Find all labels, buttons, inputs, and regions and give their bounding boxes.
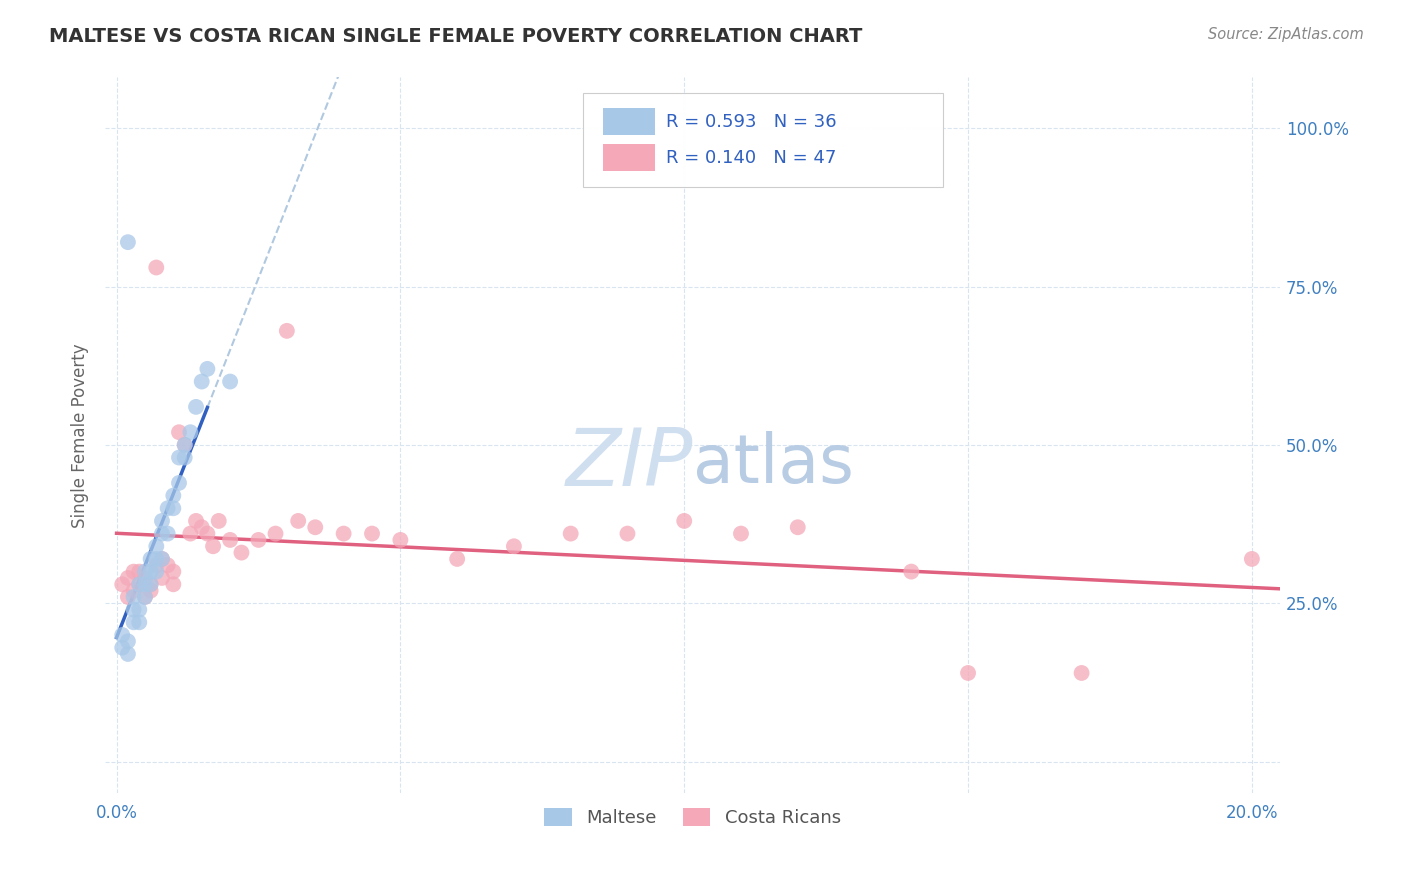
Text: atlas: atlas [693,431,853,497]
Point [139,577,162,591]
Point [117,235,139,249]
Point [111,640,134,655]
Text: MALTESE VS COSTA RICAN SINGLE FEMALE POVERTY CORRELATION CHART: MALTESE VS COSTA RICAN SINGLE FEMALE POV… [49,27,863,45]
Point [145,552,167,566]
Point [139,577,162,591]
Text: R = 0.140   N = 47: R = 0.140 N = 47 [665,149,837,167]
Text: ZIP: ZIP [565,425,693,503]
Point [219,375,242,389]
Point [673,514,696,528]
Point [173,450,195,465]
Point [156,558,179,573]
Point [208,514,231,528]
Point [264,526,287,541]
Point [128,577,150,591]
Point [167,475,190,490]
Point [247,533,270,547]
Point [111,628,134,642]
Point [134,590,156,604]
Point [202,539,225,553]
Point [117,571,139,585]
Point [139,583,162,598]
Point [117,590,139,604]
Point [122,615,145,630]
Point [134,571,156,585]
Point [145,565,167,579]
Point [156,526,179,541]
Point [1070,665,1092,680]
Point [446,552,468,566]
Point [957,665,980,680]
Point [128,602,150,616]
Point [162,489,184,503]
Point [616,526,638,541]
Point [150,552,173,566]
Point [219,533,242,547]
Point [156,501,179,516]
Point [730,526,752,541]
Point [139,565,162,579]
Point [145,558,167,573]
Point [786,520,808,534]
Point [173,438,195,452]
Point [1240,552,1263,566]
Point [361,526,384,541]
Point [128,615,150,630]
FancyBboxPatch shape [603,108,655,136]
Point [179,425,201,440]
FancyBboxPatch shape [583,93,943,187]
Point [128,565,150,579]
Point [389,533,412,547]
Point [184,400,207,414]
Point [197,362,219,376]
Point [122,565,145,579]
Point [900,565,922,579]
Text: Source: ZipAtlas.com: Source: ZipAtlas.com [1208,27,1364,42]
Point [276,324,298,338]
Point [145,260,167,275]
Point [287,514,309,528]
Point [184,514,207,528]
Point [134,590,156,604]
Point [560,526,582,541]
Point [304,520,326,534]
Point [231,546,253,560]
Point [117,647,139,661]
Point [150,514,173,528]
Point [162,577,184,591]
Point [145,539,167,553]
Point [190,520,212,534]
FancyBboxPatch shape [603,144,655,171]
Point [128,577,150,591]
Point [179,526,201,541]
Point [150,571,173,585]
Point [134,565,156,579]
Point [190,375,212,389]
Point [167,425,190,440]
Point [162,565,184,579]
Point [167,450,190,465]
Point [122,590,145,604]
Point [134,577,156,591]
Point [122,583,145,598]
Point [332,526,354,541]
Point [150,552,173,566]
Text: R = 0.593   N = 36: R = 0.593 N = 36 [665,112,837,131]
Point [111,577,134,591]
Legend: Maltese, Costa Ricans: Maltese, Costa Ricans [537,801,848,834]
Point [162,501,184,516]
Point [122,602,145,616]
Point [503,539,526,553]
Point [197,526,219,541]
Point [173,438,195,452]
Point [117,634,139,648]
Point [150,526,173,541]
Point [139,552,162,566]
Y-axis label: Single Female Poverty: Single Female Poverty [72,343,89,528]
